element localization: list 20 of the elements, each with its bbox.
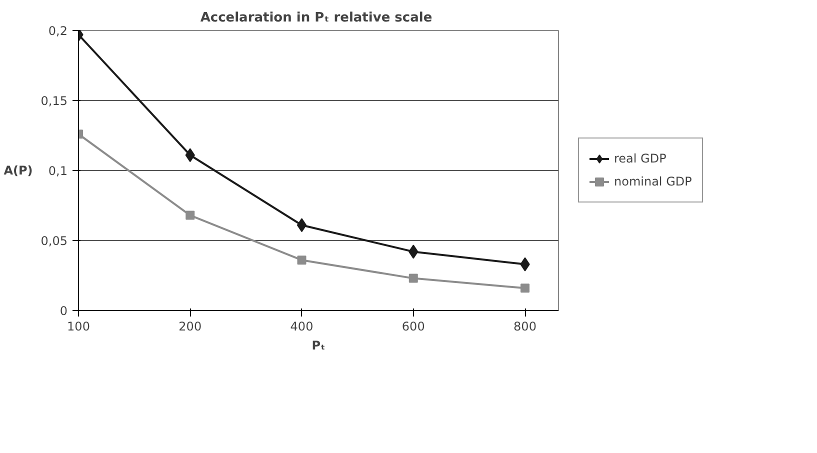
y-tick-label: 0,15 bbox=[40, 94, 68, 108]
y-tick-label: 0 bbox=[60, 304, 68, 318]
y-tick-label: 0,1 bbox=[48, 164, 68, 178]
legend-label: nominal GDP bbox=[614, 174, 692, 188]
x-tick-label: 200 bbox=[178, 320, 202, 334]
point bbox=[520, 284, 530, 293]
point bbox=[296, 218, 307, 232]
point bbox=[408, 274, 418, 283]
x-tick-label: 800 bbox=[514, 320, 536, 334]
point bbox=[186, 210, 195, 220]
y-tick-label: 0,05 bbox=[40, 234, 68, 248]
point bbox=[297, 256, 306, 265]
y-tick-label: 0,2 bbox=[48, 24, 68, 38]
y-axis-title: A(P) bbox=[4, 164, 33, 178]
x-axis-title: Pₜ bbox=[312, 338, 326, 352]
x-tick-label: 100 bbox=[67, 320, 90, 334]
x-tick-label: 400 bbox=[290, 320, 314, 334]
x-tick-label: 600 bbox=[402, 320, 425, 334]
legend-label: real GDP bbox=[614, 152, 666, 166]
chart-title: Accelaration in Pₜ relative scale bbox=[200, 10, 432, 26]
